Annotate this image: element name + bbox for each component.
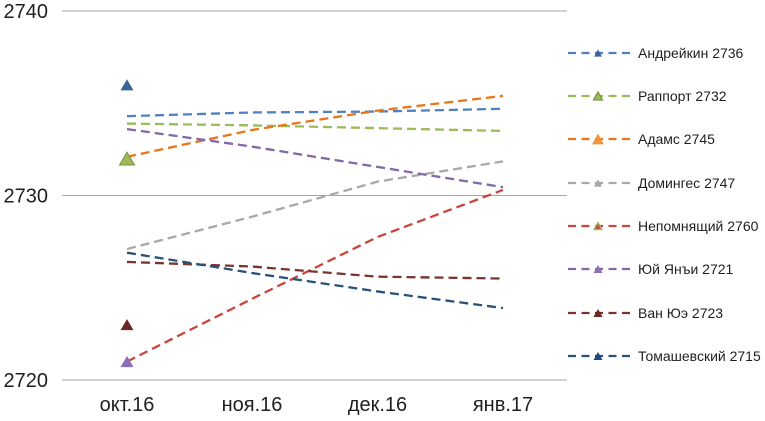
legend-swatch: [568, 221, 630, 231]
series-line-5: [126, 188, 504, 363]
legend-marker-icon: [593, 308, 603, 317]
legend-marker-icon: [592, 133, 604, 145]
series-line-3: [126, 94, 504, 158]
legend-swatch: [568, 308, 630, 317]
series-marker-2: [118, 151, 136, 166]
legend-label: Раппорт 2732: [638, 88, 727, 104]
series-line-6: [126, 127, 504, 189]
chart-legend: Андрейкин 2736 Раппорт 2732 Адамс 2745 Доми…: [568, 0, 765, 421]
legend-swatch: [568, 265, 630, 274]
legend-marker-icon: [593, 351, 603, 360]
legend-label: Адамс 2745: [638, 131, 715, 148]
series-line-1: [126, 107, 504, 118]
legend-item: Непомнящий 2760: [568, 218, 758, 234]
x-axis-label: ноя.16: [222, 394, 283, 416]
legend-swatch: [568, 133, 630, 145]
legend-item: Юй Янъи 2721: [568, 261, 733, 277]
legend-marker-icon: [592, 221, 604, 231]
legend-swatch: [568, 178, 630, 187]
legend-item: Раппорт 2732: [568, 88, 727, 104]
legend-item: Адамс 2745: [568, 131, 715, 147]
legend-label: Андрейкин 2736: [638, 44, 744, 61]
legend-label: Непомнящий 2760: [638, 217, 759, 234]
legend-swatch: [568, 90, 630, 101]
y-tick-label: 2740: [4, 1, 49, 23]
series-line-8: [126, 251, 504, 310]
legend-swatch: [568, 49, 630, 57]
legend-swatch: [568, 351, 630, 360]
y-tick-label: 2730: [4, 186, 49, 208]
legend-marker-icon: [594, 178, 602, 187]
series-line-4: [126, 160, 504, 251]
x-axis-label: окт.16: [100, 394, 155, 416]
series-marker-1: [120, 79, 134, 91]
legend-label: Юй Янъи 2721: [638, 261, 734, 278]
legend-label: Домингес 2747: [638, 174, 736, 191]
legend-label: Томашевский 2715: [638, 347, 761, 364]
legend-marker-icon: [593, 265, 603, 274]
series-marker-6: [120, 356, 134, 368]
legend-item: Домингес 2747: [568, 175, 735, 191]
legend-item: Ван Юэ 2723: [568, 305, 723, 321]
series-line-2: [126, 122, 504, 133]
x-axis-label: янв.17: [473, 394, 533, 416]
legend-item: Андрейкин 2736: [568, 45, 743, 61]
legend-label: Ван Юэ 2723: [638, 304, 724, 321]
series-line-7: [126, 260, 504, 280]
y-tick-label: 2720: [4, 370, 49, 392]
legend-marker-icon: [592, 90, 604, 101]
legend-marker-icon: [594, 49, 602, 57]
legend-item: Томашевский 2715: [568, 348, 761, 364]
x-axis-label: дек.16: [348, 394, 407, 416]
series-marker-7: [120, 319, 134, 331]
